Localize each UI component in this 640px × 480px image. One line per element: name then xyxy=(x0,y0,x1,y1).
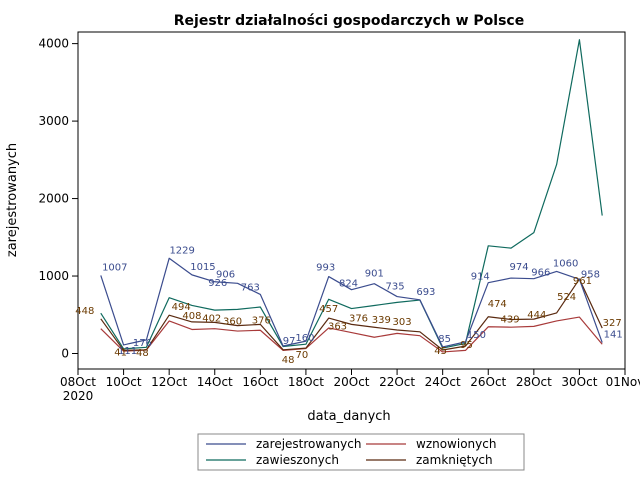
data-label-zarejestrowanych: 824 xyxy=(339,279,358,290)
data-label-zamknietych: 70 xyxy=(296,350,309,361)
y-tick-label: 4000 xyxy=(38,37,69,51)
data-label-zamknietych: 360 xyxy=(223,317,242,328)
x-tick-label: 30Oct xyxy=(561,375,597,389)
x-tick-label: 28Oct xyxy=(516,375,552,389)
data-label-zarejestrowanych: 176 xyxy=(133,338,152,349)
y-tick-label: 2000 xyxy=(38,192,69,206)
legend-entry-label: zarejestrowanych xyxy=(256,437,361,451)
data-label-zarejestrowanych: 160 xyxy=(295,333,314,344)
data-label-zarejestrowanych: 974 xyxy=(509,262,528,273)
x-tick-label-year: 2020 xyxy=(63,389,94,403)
data-label-zamknietych: 402 xyxy=(202,313,221,324)
data-label-zarejestrowanych: 966 xyxy=(531,268,550,279)
data-label-zamknietych: 408 xyxy=(182,311,201,322)
data-label-zamknietych: 327 xyxy=(603,318,622,329)
data-label-zamknietych: 494 xyxy=(172,302,191,313)
x-tick-label: 16Oct xyxy=(242,375,278,389)
data-label-zarejestrowanych: 1229 xyxy=(169,245,194,256)
data-label-extra: 363 xyxy=(328,321,347,332)
y-tick-label: 1000 xyxy=(38,269,69,283)
x-tick-label: 24Oct xyxy=(425,375,461,389)
data-label-zarejestrowanych: 914 xyxy=(471,272,490,283)
legend-entry-label: zamkniętych xyxy=(416,453,493,467)
data-label-zarejestrowanych: 958 xyxy=(581,269,600,280)
data-label-zamknietych: 48 xyxy=(282,355,295,366)
series-line-zarejestrowanych xyxy=(100,257,603,348)
data-label-zarejestrowanych: 906 xyxy=(216,269,235,280)
x-tick-label: 12Oct xyxy=(151,375,187,389)
x-tick-label: 18Oct xyxy=(288,375,324,389)
series-lines xyxy=(100,39,603,353)
data-label-zamknietych: 524 xyxy=(557,292,576,303)
data-label-zarejestrowanych: 111 xyxy=(118,346,137,357)
chart-title: Rejestr działalności gospodarczych w Pol… xyxy=(174,13,524,29)
data-label-zamknietych: 448 xyxy=(75,306,94,317)
data-label-zarejestrowanych: 1015 xyxy=(190,262,215,273)
data-label-zamknietych: 95 xyxy=(460,340,473,351)
series-line-zamkni-tych xyxy=(100,278,603,351)
legend-box xyxy=(197,433,525,471)
legend: zarejestrowanych wznowionych zawieszonych z… xyxy=(197,433,525,471)
data-label-zarejestrowanych: 150 xyxy=(467,330,486,341)
y-tick-label: 0 xyxy=(61,347,69,361)
data-label-zarejestrowanych: 97 xyxy=(283,336,296,347)
data-label-zarejestrowanych: 1007 xyxy=(102,262,127,273)
data-label-zamknietych: 376 xyxy=(252,315,271,326)
data-label-zarejestrowanych: 763 xyxy=(241,282,260,293)
data-label-zamknietych: 961 xyxy=(573,276,592,287)
x-tick-label: 22Oct xyxy=(379,375,415,389)
data-label-zamknietych: 439 xyxy=(500,314,519,325)
legend-entry-label: zawieszonych xyxy=(256,453,339,467)
data-label-zamknietych: 457 xyxy=(319,304,338,315)
data-label-zarejestrowanych: 693 xyxy=(416,287,435,298)
data-label-zarejestrowanych: 1060 xyxy=(553,258,578,269)
data-label-zamknietych: 303 xyxy=(393,317,412,328)
data-label-zamknietych: 45 xyxy=(434,346,447,357)
data-label-zamknietych: 48 xyxy=(136,348,149,359)
series-line-zawieszonych xyxy=(100,39,603,350)
x-tick-label: 14Oct xyxy=(197,375,233,389)
data-label-zarejestrowanych: 993 xyxy=(316,263,335,274)
x-axis-title: data_danych xyxy=(307,409,390,424)
x-tick-label: 10Oct xyxy=(106,375,142,389)
data-label-zarejestrowanych: 85 xyxy=(438,334,451,345)
x-tick-label: 08Oct xyxy=(60,375,96,389)
data-label-zamknietych: 376 xyxy=(349,313,368,324)
y-tick-label: 3000 xyxy=(38,114,69,128)
data-label-zamknietych: 339 xyxy=(372,315,391,326)
data-label-zarejestrowanych: 901 xyxy=(365,269,384,280)
y-axis: 0 1000 2000 3000 4000 xyxy=(38,37,78,361)
data-label-zarejestrowanych: 735 xyxy=(386,282,405,293)
data-label-zamknietych: 444 xyxy=(527,310,546,321)
x-tick-label: 01Nov xyxy=(606,375,640,389)
data-label-zarejestrowanych: 926 xyxy=(208,278,227,289)
legend-entry-label: wznowionych xyxy=(416,437,496,451)
y-axis-title: zarejestrowanych xyxy=(5,143,20,257)
x-tick-label: 20Oct xyxy=(333,375,369,389)
x-tick-label: 26Oct xyxy=(470,375,506,389)
series-line-wznowionych xyxy=(100,316,603,353)
data-label-zamknietych: 41 xyxy=(114,347,127,358)
data-label-zarejestrowanych: 141 xyxy=(604,330,623,341)
data-label-zamknietych: 474 xyxy=(488,299,507,310)
